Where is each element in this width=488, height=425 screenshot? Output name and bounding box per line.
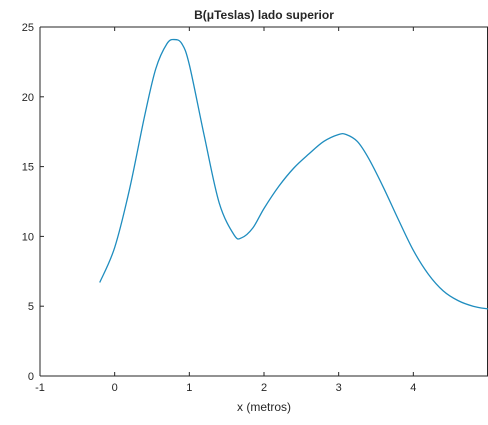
x-tick-label: 4 bbox=[410, 382, 416, 394]
series-group bbox=[99, 38, 488, 310]
y-tick-label: 15 bbox=[22, 162, 34, 174]
y-tick-label: 5 bbox=[28, 301, 34, 313]
x-tick-label: 2 bbox=[261, 382, 267, 394]
y-tick-label: 25 bbox=[22, 22, 34, 34]
series-line bbox=[99, 38, 488, 310]
x-tick-label: 1 bbox=[186, 382, 192, 394]
y-tick-label: 10 bbox=[22, 231, 34, 243]
x-tick-label: 0 bbox=[112, 382, 118, 394]
chart-title: B(μTeslas) lado superior bbox=[194, 8, 334, 22]
x-tick-label: -1 bbox=[35, 382, 45, 394]
y-tick-label: 0 bbox=[28, 371, 34, 383]
y-tick-label: 20 bbox=[22, 92, 34, 104]
x-tick-label: 3 bbox=[336, 382, 342, 394]
x-axis-label: x (metros) bbox=[237, 400, 291, 414]
